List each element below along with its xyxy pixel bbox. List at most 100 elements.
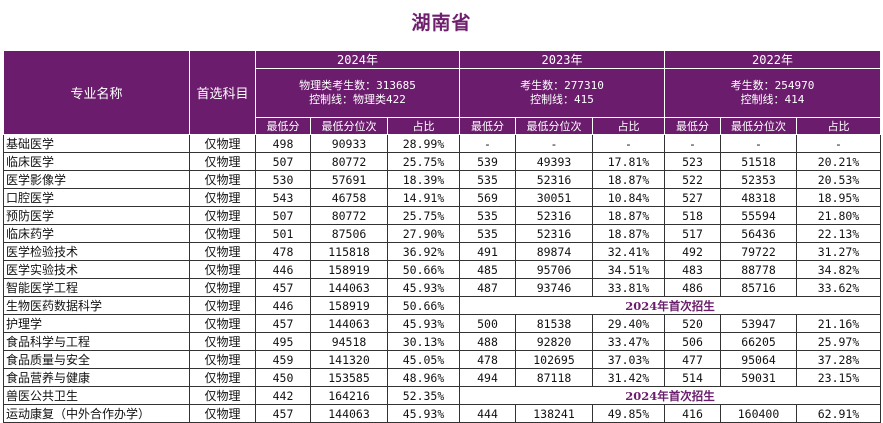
- sub-header-min-rank: 最低分位次: [310, 117, 388, 135]
- min-score-cell: 520: [664, 314, 721, 333]
- ratio-cell: 45.93%: [387, 278, 460, 297]
- major-name-cell: 医学影像学: [3, 170, 190, 189]
- min-rank-cell: 102695: [515, 350, 593, 369]
- min-score-cell: 488: [459, 332, 516, 351]
- min-score-cell: 500: [459, 314, 516, 333]
- table-row: 基础医学 仅物理 498 90933 28.99% - - - - - -: [3, 134, 881, 153]
- min-rank-cell: 95706: [515, 260, 593, 279]
- ratio-cell: 27.90%: [387, 224, 460, 243]
- table-row: 运动康复（中外合作办学） 仅物理 457 144063 45.93% 444 138241 4…: [3, 404, 881, 423]
- table-row: 食品科学与工程 仅物理 495 94518 30.13% 488 92820 33.47% 50…: [3, 332, 881, 351]
- min-score-cell: 477: [664, 350, 721, 369]
- min-rank-cell: 87506: [310, 224, 388, 243]
- major-name-cell: 基础医学: [3, 134, 190, 153]
- year-header-2024: 2024年: [255, 50, 460, 69]
- table-row: 生物医药数据科学 仅物理 446 158919 50.66% 2024年首次招生: [3, 296, 881, 315]
- ratio-cell: -: [592, 134, 665, 153]
- subject-cell: 仅物理: [189, 278, 256, 297]
- ratio-cell: 31.27%: [796, 242, 881, 261]
- min-score-cell: 539: [459, 152, 516, 171]
- candidate-count-2022: 考生数：254970: [730, 79, 815, 92]
- ratio-cell: 25.75%: [387, 206, 460, 225]
- ratio-cell: 37.28%: [796, 350, 881, 369]
- ratio-cell: 34.51%: [592, 260, 665, 279]
- table-row: 兽医公共卫生 仅物理 442 164216 52.35% 2024年首次招生: [3, 386, 881, 405]
- ratio-cell: 33.62%: [796, 278, 881, 297]
- min-rank-cell: 94518: [310, 332, 388, 351]
- min-rank-cell: -: [720, 134, 797, 153]
- min-rank-cell: 52316: [515, 206, 593, 225]
- ratio-cell: 18.87%: [592, 224, 665, 243]
- min-rank-cell: 144063: [310, 278, 388, 297]
- year-header-2023: 2023年: [459, 50, 665, 69]
- sub-header-ratio: 占比: [387, 117, 460, 135]
- ratio-cell: -: [796, 134, 881, 153]
- min-rank-cell: 138241: [515, 404, 593, 423]
- subject-cell: 仅物理: [189, 296, 256, 315]
- subject-cell: 仅物理: [189, 242, 256, 261]
- col-header-subject: 首选科目: [189, 50, 256, 135]
- ratio-cell: 34.82%: [796, 260, 881, 279]
- ratio-cell: 17.81%: [592, 152, 665, 171]
- control-line-2022: 控制线：414: [740, 93, 805, 106]
- min-rank-cell: 55594: [720, 206, 797, 225]
- min-score-cell: -: [664, 134, 721, 153]
- ratio-cell: 48.96%: [387, 368, 460, 387]
- ratio-cell: 52.35%: [387, 386, 460, 405]
- min-rank-cell: -: [515, 134, 593, 153]
- min-rank-cell: 87118: [515, 368, 593, 387]
- ratio-cell: 25.97%: [796, 332, 881, 351]
- major-name-cell: 医学检验技术: [3, 242, 190, 261]
- major-name-cell: 生物医药数据科学: [3, 296, 190, 315]
- ratio-cell: 21.80%: [796, 206, 881, 225]
- subject-cell: 仅物理: [189, 404, 256, 423]
- major-name-cell: 食品营养与健康: [3, 368, 190, 387]
- min-rank-cell: 48318: [720, 188, 797, 207]
- min-score-cell: 501: [255, 224, 311, 243]
- ratio-cell: 30.13%: [387, 332, 460, 351]
- min-score-cell: 446: [255, 296, 311, 315]
- min-score-cell: 478: [459, 350, 516, 369]
- min-rank-cell: 49393: [515, 152, 593, 171]
- min-rank-cell: 93746: [515, 278, 593, 297]
- min-score-cell: 486: [664, 278, 721, 297]
- table-row: 食品营养与健康 仅物理 450 153585 48.96% 494 87118 31.42% 5…: [3, 368, 881, 387]
- min-score-cell: 522: [664, 170, 721, 189]
- year-header-2022: 2022年: [664, 50, 881, 69]
- ratio-cell: 28.99%: [387, 134, 460, 153]
- min-score-cell: 457: [255, 404, 311, 423]
- min-rank-cell: 95064: [720, 350, 797, 369]
- subject-cell: 仅物理: [189, 224, 256, 243]
- ratio-cell: 20.53%: [796, 170, 881, 189]
- min-score-cell: -: [459, 134, 516, 153]
- subject-cell: 仅物理: [189, 206, 256, 225]
- candidate-count-2023: 考生数：277310: [520, 79, 604, 92]
- min-score-cell: 485: [459, 260, 516, 279]
- major-name-cell: 医学实验技术: [3, 260, 190, 279]
- min-score-cell: 483: [664, 260, 721, 279]
- control-line-2024: 控制线：物理类422: [309, 93, 406, 106]
- min-score-cell: 457: [255, 314, 311, 333]
- ratio-cell: 32.41%: [592, 242, 665, 261]
- min-score-cell: 507: [255, 152, 311, 171]
- table-row: 临床药学 仅物理 501 87506 27.90% 535 52316 18.87% 517 56…: [3, 224, 881, 243]
- ratio-cell: 18.95%: [796, 188, 881, 207]
- ratio-cell: 18.87%: [592, 206, 665, 225]
- major-name-cell: 兽医公共卫生: [3, 386, 190, 405]
- min-rank-cell: 85716: [720, 278, 797, 297]
- col-header-major: 专业名称: [3, 50, 190, 135]
- first-enrollment-note: 2024年首次招生: [459, 296, 881, 315]
- min-score-cell: 444: [459, 404, 516, 423]
- table-row: 口腔医学 仅物理 543 46758 14.91% 569 30051 10.84% 527 48…: [3, 188, 881, 207]
- ratio-cell: 50.66%: [387, 260, 460, 279]
- sub-header-min-rank: 最低分位次: [515, 117, 593, 135]
- major-name-cell: 智能医学工程: [3, 278, 190, 297]
- ratio-cell: 49.85%: [592, 404, 665, 423]
- major-name-cell: 食品质量与安全: [3, 350, 190, 369]
- sub-header-min-score: 最低分: [255, 117, 311, 135]
- min-score-cell: 530: [255, 170, 311, 189]
- ratio-cell: 20.21%: [796, 152, 881, 171]
- sub-header-min-rank: 最低分位次: [720, 117, 797, 135]
- subject-cell: 仅物理: [189, 188, 256, 207]
- table-row: 食品质量与安全 仅物理 459 141320 45.05% 478 102695 37.03%…: [3, 350, 881, 369]
